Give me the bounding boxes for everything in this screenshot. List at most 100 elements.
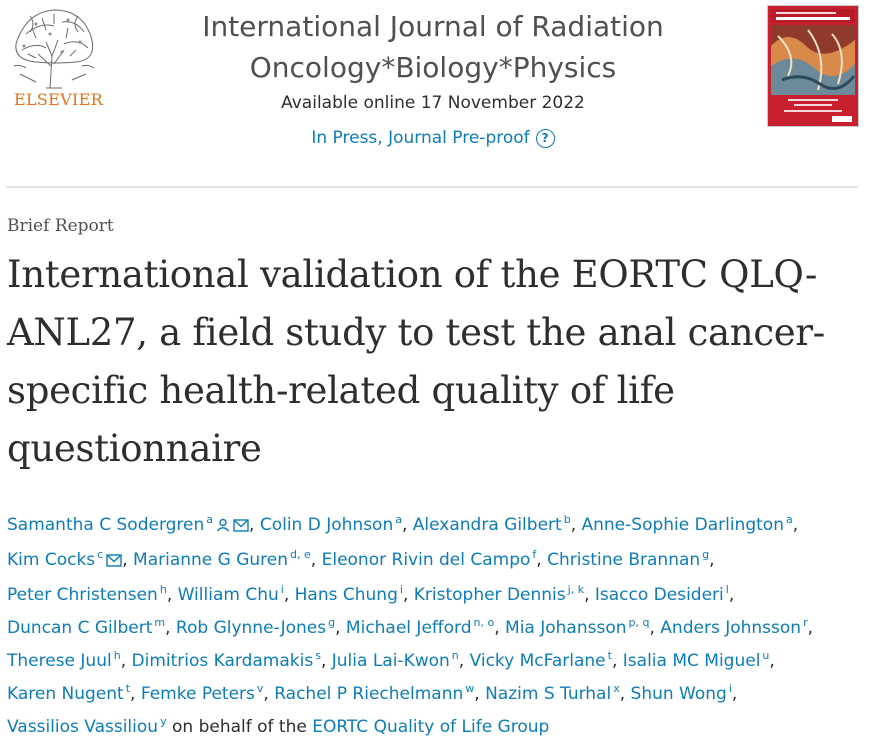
author-name: Karen Nugent bbox=[7, 684, 124, 704]
author-link[interactable]: Alexandra Gilbert b bbox=[413, 514, 571, 535]
author-link[interactable]: Anders Johnsson r bbox=[660, 616, 808, 638]
elsevier-wordmark: ELSEVIER bbox=[14, 90, 103, 109]
author-link[interactable]: Peter Christensen h bbox=[7, 583, 167, 605]
elsevier-tree-icon bbox=[13, 9, 95, 89]
author-link[interactable]: Isalia MC Miguel u bbox=[622, 649, 770, 671]
author-link[interactable]: Eleonor Rivin del Campo f bbox=[321, 548, 537, 570]
author-separator: , bbox=[807, 618, 813, 638]
author-link[interactable]: Kristopher Dennis j, k bbox=[413, 584, 584, 605]
journal-cover-image-icon bbox=[768, 6, 858, 126]
author-link[interactable]: Karen Nugent t bbox=[7, 683, 130, 704]
author-affiliation: f bbox=[532, 548, 537, 561]
author-link[interactable]: Duncan C Gilbert m bbox=[7, 617, 165, 638]
author-affiliation: g bbox=[702, 548, 710, 561]
author-link[interactable]: Anne-Sophie Darlington a bbox=[582, 513, 793, 535]
author-name: Rob Glynne-Jones bbox=[175, 618, 327, 638]
author-separator: , bbox=[283, 585, 295, 605]
author-name: Peter Christensen bbox=[7, 585, 158, 605]
author-affiliation: t bbox=[607, 649, 612, 662]
envelope-icon[interactable] bbox=[233, 511, 249, 544]
publication-status-link[interactable]: In Press, Journal Pre-proof ? bbox=[311, 126, 555, 150]
author-link[interactable]: Therese Juul h bbox=[7, 650, 121, 671]
article-title: International validation of the EORTC QL… bbox=[7, 253, 825, 470]
author-link[interactable]: Colin D Johnson a bbox=[260, 513, 402, 535]
author-name: Isacco Desideri bbox=[594, 585, 724, 605]
author-link[interactable]: Julia Lai-Kwon n bbox=[331, 649, 459, 671]
author-name: Femke Peters bbox=[140, 684, 255, 704]
author-link[interactable]: Kim Cocks c bbox=[7, 549, 122, 570]
author-affiliation: a bbox=[785, 513, 793, 526]
publication-status-label: In Press, Journal Pre-proof bbox=[311, 128, 530, 148]
author-link[interactable]: Femke Peters v bbox=[140, 682, 264, 704]
author-separator: , bbox=[792, 515, 799, 535]
author-link[interactable]: Marianne G Guren d, e bbox=[133, 549, 311, 570]
journal-title[interactable]: International Journal of Radiation Oncol… bbox=[160, 6, 706, 88]
author-group-link[interactable]: EORTC Quality of Life Group bbox=[312, 717, 550, 737]
author-link[interactable]: Vassilios Vassiliou y bbox=[7, 715, 167, 737]
author-separator: , bbox=[166, 585, 178, 605]
author-link[interactable]: Isacco Desideri l bbox=[594, 583, 729, 605]
author-name: Eleonor Rivin del Campo bbox=[321, 550, 531, 570]
author-name: Hans Chung bbox=[294, 585, 398, 605]
author-name: Nazim S Turhal bbox=[485, 684, 612, 704]
author-affiliation: a bbox=[395, 513, 402, 526]
author-affiliation: u bbox=[762, 649, 770, 662]
author-link[interactable]: Dimitrios Kardamakis s bbox=[132, 649, 321, 671]
author-name: William Chu bbox=[177, 585, 279, 605]
author-separator: , bbox=[570, 515, 582, 535]
author-separator: , bbox=[402, 585, 414, 605]
author-link[interactable]: Hans Chung i bbox=[294, 583, 403, 605]
journal-cover-thumbnail[interactable] bbox=[767, 5, 859, 127]
group-prefix: on behalf of the bbox=[171, 717, 307, 737]
envelope-icon[interactable] bbox=[106, 546, 122, 579]
author-link[interactable]: Rachel P Riechelmann w bbox=[274, 683, 474, 704]
author-affiliation: s bbox=[315, 649, 321, 662]
author-separator: , bbox=[335, 618, 346, 638]
author-name: Mia Johansson bbox=[505, 618, 627, 638]
author-separator: , bbox=[458, 651, 470, 671]
author-link[interactable]: William Chu i bbox=[177, 583, 284, 605]
author-affiliation: y bbox=[160, 715, 167, 728]
author-separator: , bbox=[731, 684, 738, 704]
elsevier-logo[interactable]: ELSEVIER bbox=[6, 4, 103, 109]
author-separator: , bbox=[263, 684, 275, 704]
author-affiliation: l bbox=[725, 583, 729, 596]
author-link[interactable]: Shun Wong i bbox=[631, 682, 732, 704]
author-name: Duncan C Gilbert bbox=[7, 618, 153, 638]
author-link[interactable]: Nazim S Turhal x bbox=[485, 683, 620, 704]
help-icon[interactable]: ? bbox=[535, 128, 555, 148]
author-affiliation: n bbox=[451, 649, 459, 662]
author-separator: , bbox=[619, 684, 631, 704]
author-affiliation: r bbox=[803, 616, 808, 629]
author-separator: , bbox=[649, 618, 661, 638]
author-name: Kristopher Dennis bbox=[413, 585, 566, 605]
person-icon[interactable] bbox=[216, 511, 230, 544]
author-separator: , bbox=[320, 651, 332, 671]
author-link[interactable]: Michael Jefford n, o bbox=[346, 617, 494, 638]
author-affiliation: i bbox=[280, 583, 284, 596]
author-separator: , bbox=[122, 550, 134, 570]
author-separator: , bbox=[474, 684, 486, 704]
author-affiliation: i bbox=[728, 682, 732, 695]
author-name: Marianne G Guren bbox=[133, 550, 289, 570]
author-name: Julia Lai-Kwon bbox=[331, 651, 450, 671]
journal-title-line2: Oncology*Biology*Physics bbox=[249, 51, 617, 84]
author-affiliation: h bbox=[159, 583, 167, 596]
journal-title-line1: International Journal of Radiation bbox=[202, 10, 664, 43]
author-separator: , bbox=[494, 618, 506, 638]
author-affiliation: v bbox=[256, 682, 264, 695]
author-link[interactable]: Rob Glynne-Jones g bbox=[175, 617, 335, 638]
author-name: Samantha C Sodergren bbox=[7, 515, 205, 535]
author-separator: , bbox=[130, 684, 141, 704]
author-separator: , bbox=[536, 550, 548, 570]
author-name: Isalia MC Miguel bbox=[622, 651, 761, 671]
author-name: Anders Johnsson bbox=[660, 618, 802, 638]
author-link[interactable]: Samantha C Sodergren a bbox=[7, 514, 249, 535]
author-name: Vicky McFarlane bbox=[469, 651, 606, 671]
author-link[interactable]: Vicky McFarlane t bbox=[469, 649, 612, 671]
author-link[interactable]: Mia Johansson p, q bbox=[505, 617, 649, 638]
author-list: Samantha C Sodergren a, Colin D Johnson a,… bbox=[7, 509, 865, 742]
author-affiliation: i bbox=[399, 583, 403, 596]
author-link[interactable]: Christine Brannan g bbox=[547, 548, 710, 570]
author-separator: , bbox=[310, 550, 322, 570]
